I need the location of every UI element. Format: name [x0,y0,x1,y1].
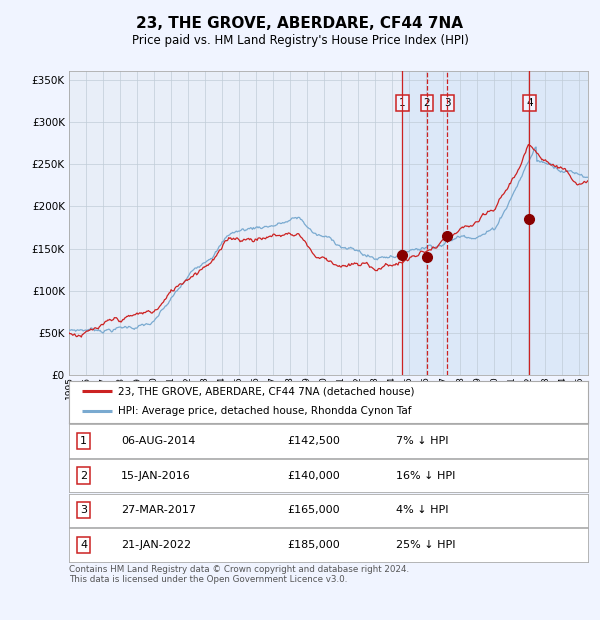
Text: 1: 1 [80,436,87,446]
Text: £140,000: £140,000 [287,471,340,480]
Text: 16% ↓ HPI: 16% ↓ HPI [396,471,455,480]
Text: 21-JAN-2022: 21-JAN-2022 [121,540,191,550]
Bar [403,71,600,375]
Text: 1: 1 [399,98,406,108]
Text: 2: 2 [80,471,87,480]
Text: 15-JAN-2016: 15-JAN-2016 [121,471,191,480]
Text: 4% ↓ HPI: 4% ↓ HPI [396,505,448,515]
Text: 4: 4 [80,540,87,550]
Text: 25% ↓ HPI: 25% ↓ HPI [396,540,455,550]
Text: 2: 2 [424,98,430,108]
Text: £185,000: £185,000 [287,540,340,550]
Text: HPI: Average price, detached house, Rhondda Cynon Taf: HPI: Average price, detached house, Rhon… [118,406,412,416]
Text: 4: 4 [526,98,533,108]
Text: £165,000: £165,000 [287,505,340,515]
Text: 3: 3 [444,98,451,108]
Text: Contains HM Land Registry data © Crown copyright and database right 2024.
This d: Contains HM Land Registry data © Crown c… [69,565,409,584]
Text: 27-MAR-2017: 27-MAR-2017 [121,505,196,515]
Text: £142,500: £142,500 [287,436,340,446]
Text: 23, THE GROVE, ABERDARE, CF44 7NA: 23, THE GROVE, ABERDARE, CF44 7NA [137,16,464,30]
Text: 23, THE GROVE, ABERDARE, CF44 7NA (detached house): 23, THE GROVE, ABERDARE, CF44 7NA (detac… [118,386,415,396]
Text: 06-AUG-2014: 06-AUG-2014 [121,436,195,446]
Text: Price paid vs. HM Land Registry's House Price Index (HPI): Price paid vs. HM Land Registry's House … [131,34,469,47]
Text: 7% ↓ HPI: 7% ↓ HPI [396,436,448,446]
Text: 3: 3 [80,505,87,515]
